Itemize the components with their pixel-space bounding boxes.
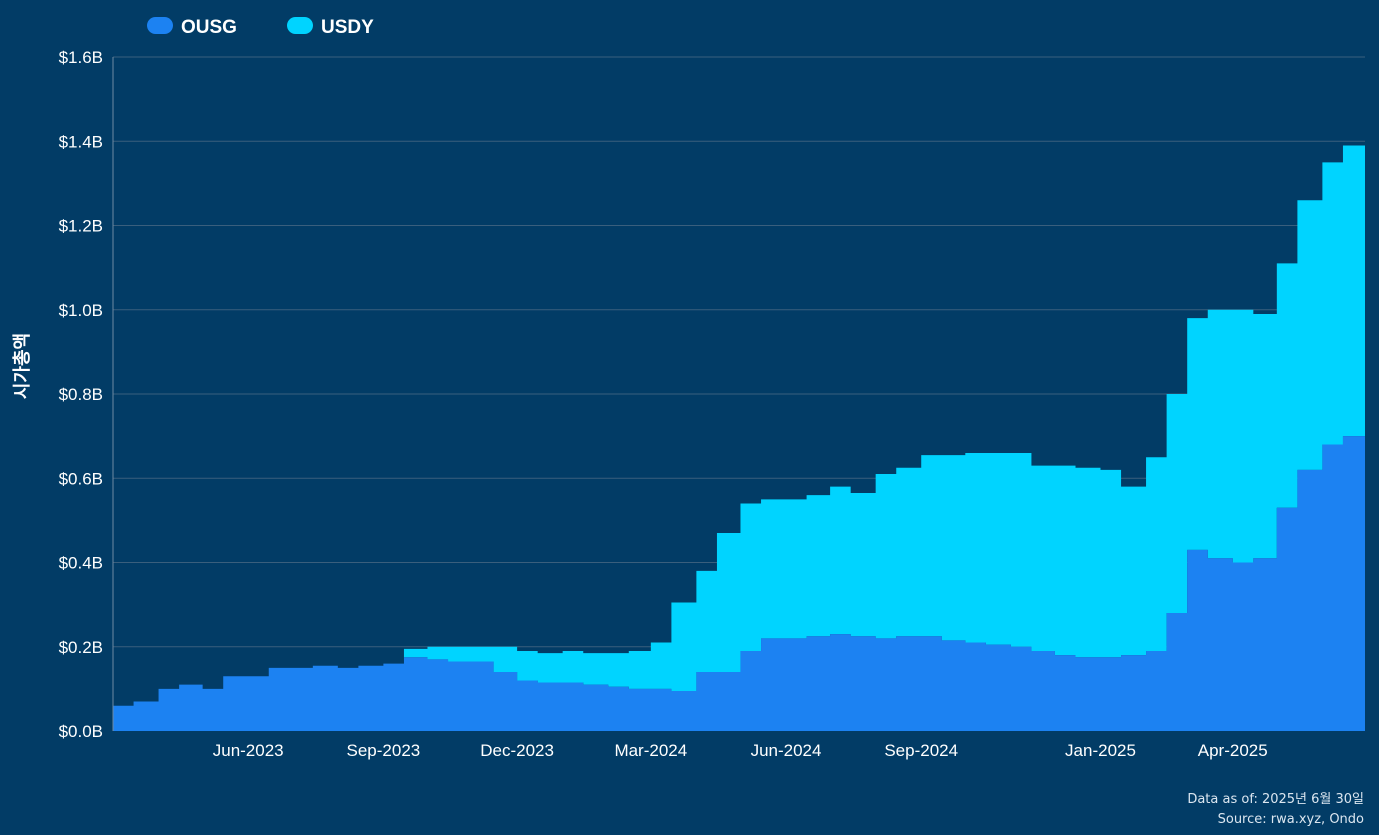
y-tick-label: $0.2B: [59, 638, 103, 657]
x-tick-label: Apr-2025: [1198, 741, 1268, 760]
data-as-of-note: Data as of: 2025년 6월 30일: [1187, 792, 1364, 807]
source-note: Source: rwa.xyz, Ondo: [1217, 812, 1364, 827]
x-tick-label: Dec-2023: [480, 741, 554, 760]
y-tick-label: $0.4B: [59, 554, 103, 573]
y-tick-label: $1.6B: [59, 48, 103, 67]
y-tick-label: $0.0B: [59, 722, 103, 741]
legend-swatch-ousg: [147, 17, 173, 34]
x-tick-label: Sep-2023: [347, 741, 421, 760]
x-tick-label: Jun-2024: [751, 741, 822, 760]
y-tick-label: $1.2B: [59, 217, 103, 236]
x-tick-label: Sep-2024: [884, 741, 958, 760]
legend-label-usdy: USDY: [321, 17, 374, 38]
x-tick-label: Jan-2025: [1065, 741, 1136, 760]
y-tick-label: $1.0B: [59, 301, 103, 320]
legend-swatch-usdy: [287, 17, 313, 34]
legend-label-ousg: OUSG: [181, 17, 237, 38]
gridlines: [113, 56, 1365, 648]
legend: OUSG USDY: [147, 17, 374, 38]
y-tick-label: $0.6B: [59, 469, 103, 488]
x-tick-label: Jun-2023: [213, 741, 284, 760]
y-tick-label: $1.4B: [59, 132, 103, 151]
area-series: [113, 141, 1365, 731]
y-tick-label: $0.8B: [59, 385, 103, 404]
area-usdy: [113, 141, 1365, 706]
y-axis-title: 시가총액: [12, 333, 33, 399]
x-tick-label: Mar-2024: [614, 741, 687, 760]
axes: $0.0B $0.2B $0.4B $0.6B $0.8B $1.0B $1.2B $1.4B…: [59, 48, 1268, 760]
area-ousg: [113, 431, 1365, 731]
